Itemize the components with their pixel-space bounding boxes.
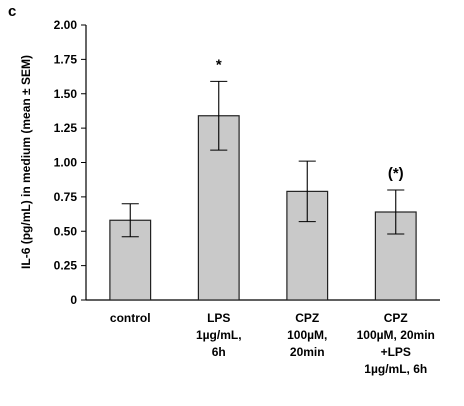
y-tick-label: 1.25 bbox=[54, 121, 78, 135]
x-tick-label: LPS 1µg/mL, 6h bbox=[196, 311, 242, 359]
axes: 0 0.25 0.50 0.75 1.00 1.25 1.50 1.75 2.00 bbox=[54, 18, 440, 307]
x-tick-label-line: CPZ bbox=[384, 311, 408, 325]
x-tick-label-line: control bbox=[110, 311, 151, 325]
y-tick-label: 1.75 bbox=[54, 52, 78, 66]
y-tick-label: 0.75 bbox=[54, 190, 78, 204]
bar bbox=[109, 219, 152, 301]
x-tick-label-line: CPZ bbox=[295, 311, 319, 325]
x-tick-label-line: 100µM, bbox=[287, 328, 327, 342]
significance-marker: (*) bbox=[388, 165, 404, 182]
y-tick-label: 0 bbox=[70, 293, 77, 307]
x-tick-label: control bbox=[110, 311, 151, 325]
x-axis-labels: control LPS 1µg/mL, 6h CPZ 100µM, 20min CPZ 100µ… bbox=[110, 311, 435, 376]
x-tick-label-line: 20min bbox=[290, 345, 325, 359]
x-tick-label-line: 6h bbox=[212, 345, 226, 359]
x-tick-label-line: LPS bbox=[207, 311, 230, 325]
x-tick-label: CPZ 100µM, 20min +LPS 1µg/mL, 6h bbox=[357, 311, 435, 376]
x-tick-label-line: 1µg/mL, 6h bbox=[364, 362, 427, 376]
y-axis-label-text: IL-6 (pg/mL) in medium (mean ± SEM) bbox=[19, 55, 33, 269]
y-tick-label: 1.00 bbox=[54, 156, 78, 170]
y-axis-label: IL-6 (pg/mL) in medium (mean ± SEM) bbox=[19, 55, 33, 269]
bars: * (*) bbox=[109, 56, 417, 301]
panel-label: c bbox=[8, 3, 16, 20]
significance-marker: * bbox=[216, 56, 222, 73]
x-tick-label: CPZ 100µM, 20min bbox=[287, 311, 327, 359]
x-tick-label-line: 1µg/mL, bbox=[196, 328, 242, 342]
y-tick-label: 1.50 bbox=[54, 87, 78, 101]
x-tick-label-line: 100µM, 20min bbox=[357, 328, 435, 342]
y-tick-label: 0.25 bbox=[54, 259, 78, 273]
x-tick-label-line: +LPS bbox=[381, 345, 411, 359]
y-tick-label: 2.00 bbox=[54, 18, 78, 32]
y-tick-label: 0.50 bbox=[54, 224, 78, 238]
